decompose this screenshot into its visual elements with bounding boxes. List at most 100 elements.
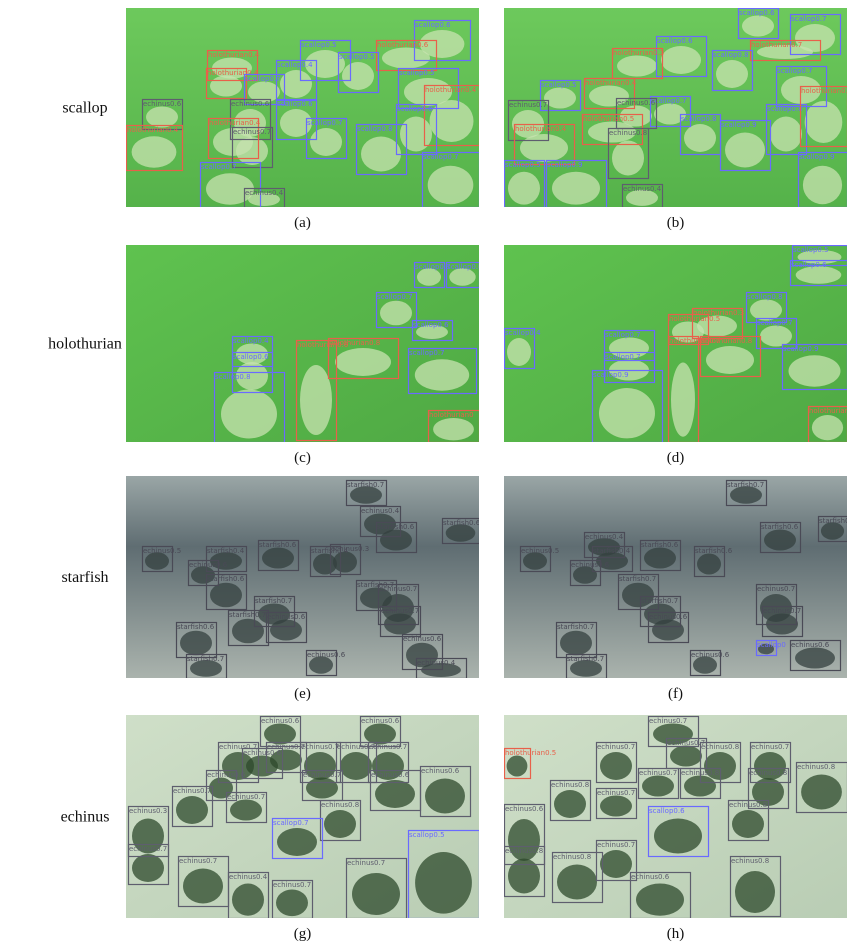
object	[183, 869, 223, 904]
detection-label: holothurian0.5	[669, 315, 720, 323]
object	[684, 124, 716, 152]
object	[277, 828, 317, 856]
object	[552, 172, 600, 205]
object	[732, 810, 764, 838]
detection-label: scallop0.7	[273, 819, 309, 827]
object	[661, 46, 701, 74]
object	[507, 756, 528, 777]
panel-caption: (b)	[667, 215, 685, 231]
detection-label: echinus0.6	[231, 100, 270, 108]
detection-label: echinus0.7	[639, 769, 677, 777]
detection-label: echinus0.3	[331, 545, 369, 553]
detection-label: holothurian0.3	[613, 49, 664, 57]
object	[801, 775, 842, 810]
detection-label: echinus0.7	[227, 793, 265, 801]
detection-label: holothurian	[809, 407, 847, 415]
detection-label: echinus0.6	[207, 771, 246, 779]
panel-image: scallop0.6scallop0.7scallop0.6holothuria…	[504, 8, 847, 208]
detection-label: holothurian0.4	[425, 86, 477, 94]
detection-label: starfish0.6	[819, 517, 847, 525]
object	[433, 418, 474, 440]
object	[670, 746, 702, 767]
object	[310, 128, 342, 156]
detection-label: scallop0.6	[739, 9, 775, 17]
object	[364, 724, 396, 745]
object	[352, 873, 400, 915]
object	[146, 107, 178, 128]
object	[770, 117, 802, 152]
detection-label: scallop0.8	[215, 373, 251, 381]
detection-label: starfish0.6	[177, 623, 215, 631]
row-label: scallop	[62, 100, 107, 117]
object	[725, 133, 765, 168]
object	[428, 166, 474, 205]
detection-label: echinus0.4	[623, 185, 662, 193]
detection-label: echinus0.7	[379, 585, 417, 593]
detection-label: echinus0.7	[179, 857, 217, 865]
detection-label: echinus0.6	[631, 873, 670, 881]
detection-label: echinus0.8	[609, 129, 647, 137]
object	[642, 776, 674, 797]
detection-label: echinus0.7	[233, 128, 271, 136]
detection-label: scallop0.6	[413, 321, 449, 329]
detection-label: scallop0.9	[547, 161, 583, 169]
detection-label: scallop0.7	[423, 153, 459, 161]
detection-label: echinus0.7	[173, 787, 211, 795]
detection-label: echinus0.8	[731, 857, 769, 865]
detection-label: echinus0.7	[381, 607, 419, 615]
detection-label: echinus0.8	[749, 769, 787, 777]
detection-label: echinus0.7	[757, 585, 795, 593]
panel-image: starfish0.7 starfish0.6 starfish0.6 echinus…	[504, 476, 847, 679]
detection-label: echinus0.4	[245, 189, 284, 197]
detection-label: holothurian0.4	[127, 126, 179, 134]
object	[232, 619, 264, 644]
object	[560, 631, 592, 656]
detection-label: starfish0.7	[347, 481, 384, 489]
object	[716, 60, 748, 88]
detection-label: scallop0.5	[409, 831, 445, 839]
detection-label: holothurian0.8	[701, 337, 752, 345]
detection-label: scallop0.9	[721, 121, 757, 129]
panel-caption: (c)	[294, 450, 311, 466]
detection-label: echinus0.6	[361, 717, 400, 725]
detection-label: starfish0.7	[255, 597, 292, 605]
detection-label: starfish0.6	[761, 523, 799, 531]
detection-label: scallop0.4	[233, 337, 269, 345]
detection-label: echinus0.6	[371, 771, 410, 779]
detection-label: starfish0.7	[187, 655, 224, 663]
detection-label: echinus0.6	[403, 635, 442, 643]
detection-label: echinus0.6	[691, 651, 730, 659]
detection-label: scallop0.6	[649, 807, 685, 815]
detection-label: echinus0.8	[729, 801, 767, 809]
object	[795, 648, 835, 669]
object	[132, 854, 164, 882]
detection-label: holothurian0.4	[515, 125, 567, 133]
detection-label: holothurian0	[429, 411, 474, 419]
detection-label: scallop0.5	[399, 69, 435, 77]
detection-label: scallop0.8	[397, 105, 433, 113]
detection-label: scallop0	[757, 641, 786, 649]
object	[636, 884, 684, 916]
object	[340, 752, 372, 780]
detection-label: scallop0.6	[233, 353, 269, 361]
detection-label: scallop0.9	[783, 345, 819, 353]
detection-label: starfish0.7	[641, 597, 678, 605]
panel-image: holothurian0.5echinus0.7echinus0.7echinu…	[504, 715, 847, 919]
object	[697, 554, 721, 575]
object	[300, 365, 332, 435]
detection-label: echinus0.7	[751, 743, 789, 751]
detection-label: echinus0.6	[307, 651, 346, 659]
detection-label: echinus0.7	[129, 845, 167, 853]
detection-label: echinus0.3	[129, 807, 167, 815]
object	[742, 16, 774, 37]
object	[600, 850, 632, 878]
detection-label: echinus0.4	[229, 873, 268, 881]
detection-label: scallop0.5	[339, 53, 375, 61]
detection-label: scallop0.8	[357, 125, 393, 133]
detection-label: scallop0.7	[245, 75, 281, 83]
detection-label: echinus0.6	[189, 561, 228, 569]
detection-label: starfish0.7	[557, 623, 594, 631]
detection-label: holothurian0.6	[297, 341, 349, 349]
object	[380, 530, 412, 551]
detection-label: echinus0.7	[509, 101, 547, 109]
